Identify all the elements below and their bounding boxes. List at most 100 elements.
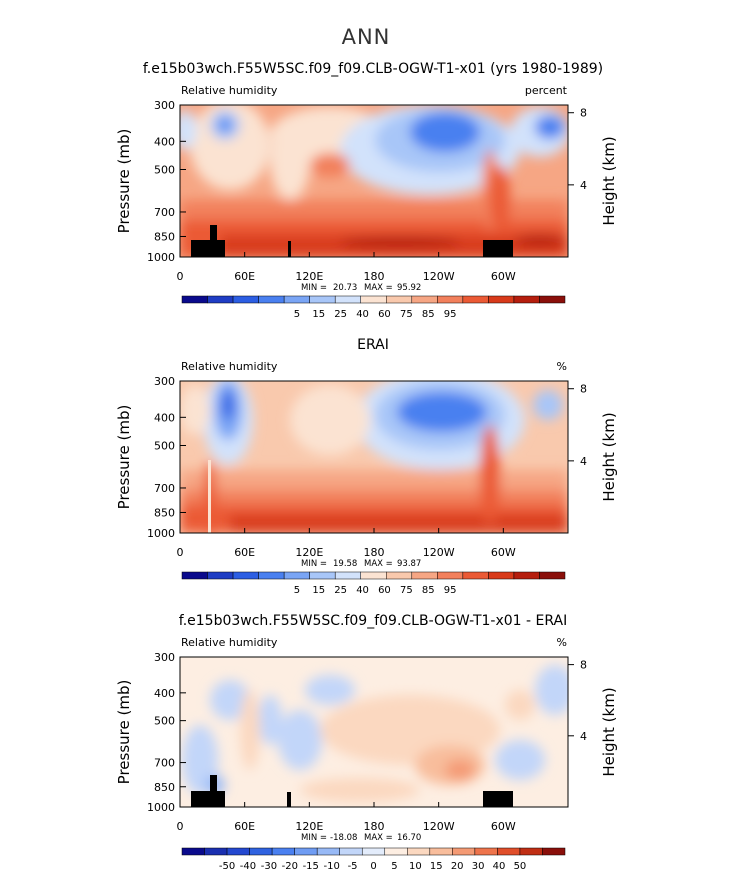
- x-tick-label: 120E: [295, 546, 323, 559]
- topography-mask: [191, 775, 513, 807]
- colorbar: 5 15 25 40 60 75 85 95: [181, 295, 566, 320]
- panel-model: f.e15b03wch.F55W5SC.f09_f09.CLB-OGW-T1-x…: [115, 61, 618, 320]
- colorbar-swatch: [360, 295, 387, 304]
- colorbar-label: 95: [444, 309, 457, 320]
- colorbar-swatch: [181, 571, 208, 580]
- colorbar-swatch: [334, 295, 361, 304]
- max-label: MAX =: [364, 283, 393, 293]
- colorbar-swatch: [309, 295, 336, 304]
- colorbar-swatch: [316, 847, 340, 856]
- colorbar-swatch: [271, 847, 295, 856]
- min-label: MIN =: [301, 833, 327, 843]
- colorbar-swatch: [497, 847, 521, 856]
- colorbar-label: 30: [472, 861, 485, 872]
- y-tick-label: 850: [154, 506, 175, 519]
- x-tick-label: 180: [364, 820, 385, 833]
- y-tick-label: 300: [154, 375, 175, 388]
- colorbar-swatch: [437, 295, 464, 304]
- contour-field: [180, 105, 568, 257]
- x-tick-label: 120W: [423, 270, 455, 283]
- colorbar-swatch: [232, 571, 259, 580]
- colorbar: 5 15 25 40 60 75 85 95: [181, 571, 566, 596]
- x-tick-label: 0: [177, 270, 184, 283]
- y-ticks: 300 400 500 700 850 1000: [147, 99, 186, 264]
- max-value: 16.70: [397, 833, 421, 843]
- panel-title: f.e15b03wch.F55W5SC.f09_f09.CLB-OGW-T1-x…: [179, 613, 567, 629]
- colorbar-swatch: [226, 847, 250, 856]
- units-label: percent: [525, 84, 568, 97]
- field-label: Relative humidity: [181, 636, 278, 649]
- y-tick-label: 850: [154, 781, 175, 794]
- colorbar-label: -40: [240, 861, 256, 872]
- x-tick-label: 180: [364, 546, 385, 559]
- min-max-readout: MIN = 20.73 MAX = 95.92: [301, 283, 421, 293]
- colorbar-label: 5: [294, 309, 300, 320]
- colorbar-label: 50: [514, 861, 527, 872]
- colorbar-label: 15: [312, 585, 325, 596]
- x-tick-label: 0: [177, 820, 184, 833]
- y2-tick-label: 4: [580, 179, 587, 192]
- min-label: MIN =: [301, 283, 327, 293]
- y-axis-title: Pressure (mb): [115, 405, 133, 510]
- y-tick-label: 700: [154, 757, 175, 770]
- max-label: MAX =: [364, 833, 393, 843]
- y-tick-label: 500: [154, 439, 175, 452]
- x-tick-label: 60E: [234, 270, 255, 283]
- x-tick-label: 180: [364, 270, 385, 283]
- colorbar-label: -50: [219, 861, 235, 872]
- min-value: 20.73: [333, 283, 357, 293]
- y2-ticks: 84: [568, 107, 587, 192]
- y2-tick-label: 8: [580, 107, 587, 120]
- colorbar-swatch: [294, 847, 318, 856]
- topography-mask: [191, 225, 513, 257]
- max-value: 95.92: [397, 283, 421, 293]
- x-ticks: 0 60E 120E 180 120W 60W: [177, 528, 516, 559]
- colorbar-swatch: [181, 847, 205, 856]
- colorbar-swatch: [386, 571, 413, 580]
- colorbar-swatch: [462, 295, 489, 304]
- colorbar-swatch: [207, 295, 234, 304]
- y-tick-label: 700: [154, 482, 175, 495]
- y-ticks: 300 400 500 700 850 1000: [147, 375, 186, 540]
- colorbar-label: 25: [334, 309, 347, 320]
- y2-ticks: 84: [568, 383, 587, 468]
- colorbar-swatch: [462, 571, 489, 580]
- colorbar-swatch: [542, 847, 566, 856]
- y2-tick-label: 4: [580, 730, 587, 743]
- colorbar-swatch: [429, 847, 453, 856]
- y-tick-label: 500: [154, 163, 175, 176]
- min-max-readout: MIN = -18.08 MAX = 16.70: [301, 833, 421, 843]
- x-ticks: 0 60E 120E 180 120W 60W: [177, 802, 516, 833]
- colorbar-label: 20: [451, 861, 464, 872]
- y-axis-title: Pressure (mb): [115, 129, 133, 234]
- colorbar-swatch: [407, 847, 431, 856]
- y2-axis-title: Height (km): [600, 412, 618, 501]
- colorbar-label: 40: [356, 585, 369, 596]
- colorbar-label: 25: [334, 585, 347, 596]
- colorbar-swatch: [539, 571, 566, 580]
- x-tick-label: 120W: [423, 546, 455, 559]
- y-tick-label: 400: [154, 135, 175, 148]
- colorbar-swatch: [181, 295, 208, 304]
- colorbar-label: 15: [430, 861, 443, 872]
- y-axis-title: Pressure (mb): [115, 680, 133, 785]
- y-tick-label: 400: [154, 687, 175, 700]
- contour-field: [180, 381, 568, 533]
- colorbar-swatch: [488, 571, 515, 580]
- panel-diff: f.e15b03wch.F55W5SC.f09_f09.CLB-OGW-T1-x…: [115, 613, 618, 872]
- y-tick-label: 700: [154, 206, 175, 219]
- colorbar-swatch: [258, 295, 285, 304]
- x-tick-label: 60W: [491, 546, 516, 559]
- colorbar-label: 40: [356, 309, 369, 320]
- colorbar-label: 15: [312, 309, 325, 320]
- colorbar-label: 75: [400, 309, 413, 320]
- colorbar-label: 0: [370, 861, 376, 872]
- y-tick-label: 850: [154, 230, 175, 243]
- y-ticks: 300 400 500 700 850 1000: [147, 651, 186, 814]
- colorbar-swatch: [360, 571, 387, 580]
- x-ticks: 0 60E 120E 180 120W 60W: [177, 252, 516, 283]
- panel-obs: ERAI Relative humidity %: [115, 337, 618, 596]
- colorbar-swatch: [488, 295, 515, 304]
- y-tick-label: 1000: [147, 251, 175, 264]
